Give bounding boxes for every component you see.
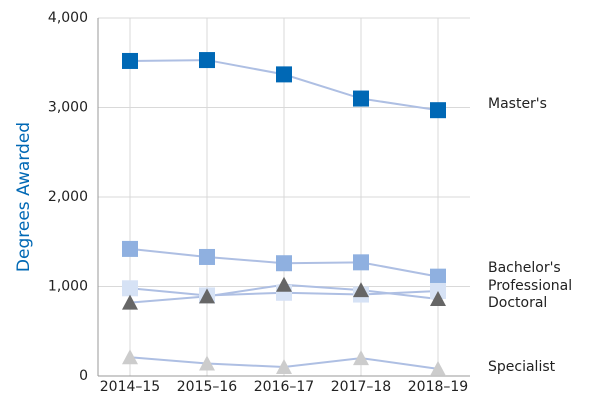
y-axis-title: Degrees Awarded xyxy=(14,122,34,272)
x-tick-label: 2016–17 xyxy=(254,379,314,395)
series-label: Specialist xyxy=(488,359,556,375)
marker xyxy=(353,350,369,366)
marker xyxy=(430,268,446,285)
series-label: Professional xyxy=(488,278,572,294)
marker xyxy=(122,294,138,310)
marker xyxy=(276,359,292,375)
series-label: Doctoral xyxy=(488,295,547,311)
marker xyxy=(430,102,446,119)
marker xyxy=(122,240,138,257)
x-tick-label: 2014–15 xyxy=(100,379,160,395)
marker xyxy=(430,291,446,307)
y-tick-label: 4,000 xyxy=(48,10,88,26)
marker xyxy=(276,66,292,83)
marker xyxy=(430,282,446,299)
x-tick-label: 2015–16 xyxy=(177,379,238,395)
marker xyxy=(353,90,369,107)
series-label: Master's xyxy=(488,96,547,112)
marker xyxy=(276,255,292,272)
marker xyxy=(353,282,369,298)
marker xyxy=(199,52,215,69)
marker xyxy=(122,349,138,365)
marker xyxy=(122,52,138,69)
y-tick-label: 2,000 xyxy=(48,189,88,205)
marker xyxy=(276,276,292,292)
marker xyxy=(199,288,215,304)
x-tick-label: 2018–19 xyxy=(408,379,468,395)
y-tick-label: 1,000 xyxy=(48,279,88,295)
marker xyxy=(199,355,215,371)
y-tick-label: 3,000 xyxy=(48,100,88,116)
series-label: Bachelor's xyxy=(488,260,561,276)
x-tick-label: 2017–18 xyxy=(331,379,391,395)
marker xyxy=(199,248,215,265)
marker xyxy=(353,254,369,271)
marker xyxy=(122,280,138,297)
marker xyxy=(430,360,446,376)
y-tick-label: 0 xyxy=(79,368,88,384)
